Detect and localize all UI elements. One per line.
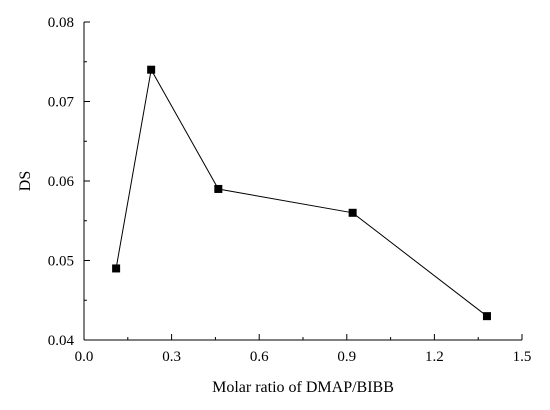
x-tick-label: 0.9 bbox=[337, 349, 356, 365]
x-tick-label: 0.0 bbox=[75, 349, 94, 365]
data-point bbox=[482, 312, 491, 321]
y-axis-label: DS bbox=[17, 171, 34, 191]
data-point bbox=[147, 65, 156, 74]
x-axis-label: Molar ratio of DMAP/BIBB bbox=[212, 379, 394, 396]
x-tick-label: 1.2 bbox=[425, 349, 444, 365]
data-point bbox=[214, 184, 223, 193]
plot-area bbox=[112, 65, 491, 321]
y-tick-label: 0.04 bbox=[48, 333, 75, 349]
x-ticks: 0.0 0.3 0.6 0.9 1.2 1.5 bbox=[75, 334, 532, 365]
y-tick-label: 0.07 bbox=[48, 95, 75, 111]
y-tick-label: 0.08 bbox=[48, 15, 74, 31]
x-tick-label: 0.6 bbox=[250, 349, 269, 365]
y-tick-label: 0.05 bbox=[48, 254, 74, 270]
x-tick-label: 1.5 bbox=[513, 349, 532, 365]
x-tick-label: 0.3 bbox=[162, 349, 181, 365]
data-point bbox=[348, 208, 357, 217]
series-line bbox=[115, 68, 488, 317]
data-point bbox=[112, 264, 121, 273]
y-tick-label: 0.06 bbox=[48, 174, 75, 190]
y-ticks: 0.04 0.05 0.06 0.07 0.08 bbox=[48, 15, 90, 349]
